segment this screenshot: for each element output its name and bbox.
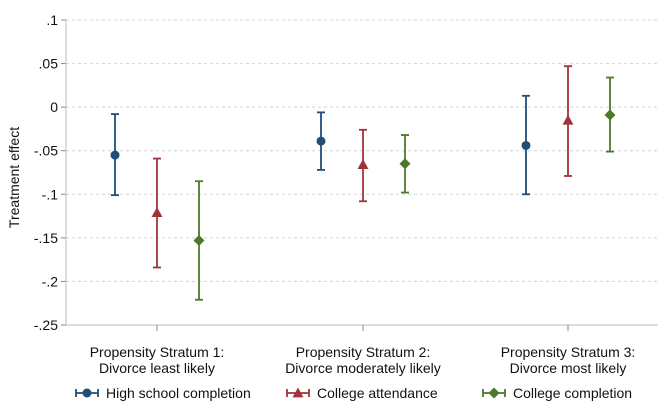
point-estimate-marker xyxy=(399,158,411,170)
category-label-line1: Propensity Stratum 2: xyxy=(296,344,431,360)
y-axis-ticks: .1 .05 0 -.05 -.1 -.15 -.2 -.25 xyxy=(34,12,66,333)
y-axis-title: Treatment effect xyxy=(6,127,22,228)
legend-label: College attendance xyxy=(317,385,438,401)
point-estimate-marker xyxy=(604,109,616,121)
legend-item: College attendance xyxy=(286,385,438,401)
error-bar xyxy=(151,157,163,269)
legend-item: High school completion xyxy=(75,385,251,401)
category-label-line1: Propensity Stratum 1: xyxy=(90,344,225,360)
legend-marker xyxy=(292,387,304,398)
category-label-line2: Divorce most likely xyxy=(510,360,627,376)
error-bar xyxy=(562,65,574,177)
point-estimate-marker xyxy=(151,207,163,217)
legend: High school completion College attendance… xyxy=(75,385,632,401)
point-estimate-marker xyxy=(521,140,531,150)
legend-item: College completion xyxy=(482,385,632,401)
y-tick-label: -.25 xyxy=(34,317,58,333)
legend-marker xyxy=(488,387,500,399)
category-label-line2: Divorce least likely xyxy=(99,360,215,376)
y-tick-label: 0 xyxy=(50,99,58,115)
x-axis-categories: Propensity Stratum 1:Divorce least likel… xyxy=(90,325,636,376)
y-tick-label: .1 xyxy=(46,12,58,28)
legend-marker xyxy=(82,388,92,398)
error-bar xyxy=(604,76,616,153)
y-tick-label: -.05 xyxy=(34,143,58,159)
y-tick-label: -.1 xyxy=(42,186,59,202)
error-bar xyxy=(521,94,531,196)
gridlines xyxy=(66,19,658,326)
y-tick-label: -.2 xyxy=(42,273,59,289)
error-bar xyxy=(357,128,369,203)
error-bar xyxy=(316,111,326,171)
point-estimate-marker xyxy=(357,159,369,170)
error-bar xyxy=(193,180,205,301)
point-estimate-marker xyxy=(562,114,574,125)
legend-label: High school completion xyxy=(106,385,251,401)
y-tick-label: .05 xyxy=(39,56,59,72)
point-estimate-marker xyxy=(193,234,205,246)
error-bar xyxy=(110,113,120,197)
error-bar xyxy=(399,134,411,194)
point-estimate-marker xyxy=(316,136,326,146)
category-label-line1: Propensity Stratum 3: xyxy=(501,344,636,360)
category-label-line2: Divorce moderately likely xyxy=(285,360,441,376)
y-tick-label: -.15 xyxy=(34,230,58,246)
point-estimate-marker xyxy=(110,150,120,160)
error-bar-marks xyxy=(110,65,616,301)
legend-label: College completion xyxy=(513,385,632,401)
